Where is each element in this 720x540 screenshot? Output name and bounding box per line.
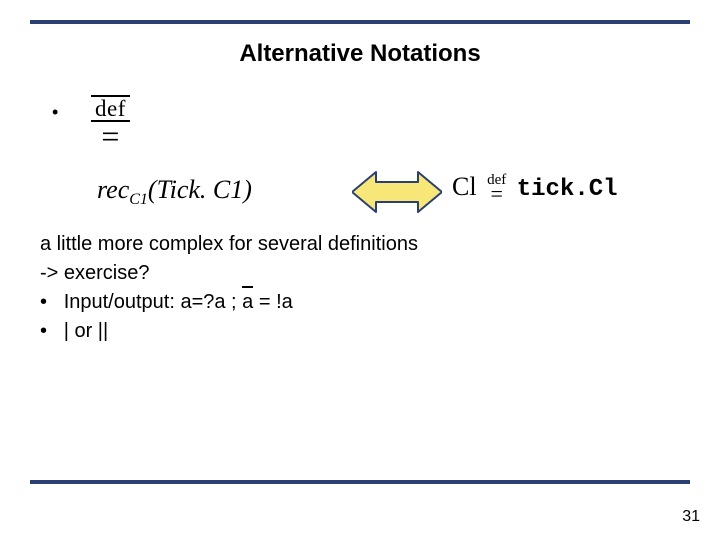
double-arrow-icon	[352, 168, 442, 216]
bullet-4: •	[40, 320, 47, 342]
body-line-3: • Input/output: a=?a ; a = !a	[40, 288, 418, 317]
double-arrow-shape	[352, 172, 442, 212]
rec-prefix: rec	[97, 175, 129, 204]
slide-title: Alternative Notations	[0, 40, 720, 68]
def-equals-symbol-large: def =	[95, 97, 126, 151]
line4-text: | or ||	[64, 320, 108, 342]
body-line-4: • | or ||	[40, 317, 418, 346]
body-text: a little more complex for several defini…	[40, 230, 418, 346]
def-equals-symbol-small: def =	[487, 173, 506, 200]
a-overline: a	[242, 288, 253, 317]
bullet-1: •	[52, 102, 58, 123]
def-eq: =	[95, 122, 126, 151]
cl-left: Cl	[452, 172, 477, 201]
bullet-3: •	[40, 291, 47, 313]
rec-sub: C1	[129, 191, 148, 208]
top-rule	[30, 20, 690, 24]
def-word: def	[95, 97, 126, 120]
cl-expression: Cl def = tick.Cl	[452, 172, 618, 203]
line3-label: Input/output: a=?a ;	[64, 291, 242, 313]
def-small-eq: =	[487, 188, 506, 200]
rec-expression: recC1(Tick. C1)	[97, 175, 252, 209]
line3-after: = !a	[253, 291, 292, 313]
cl-right: tick.Cl	[517, 176, 618, 203]
body-line-2: -> exercise?	[40, 259, 418, 288]
rec-body: (Tick. C1)	[148, 175, 252, 204]
page-number: 31	[682, 508, 700, 526]
bottom-rule	[30, 480, 690, 484]
body-line-1: a little more complex for several defini…	[40, 230, 418, 259]
slide: Alternative Notations • def = recC1(Tick…	[0, 0, 720, 540]
